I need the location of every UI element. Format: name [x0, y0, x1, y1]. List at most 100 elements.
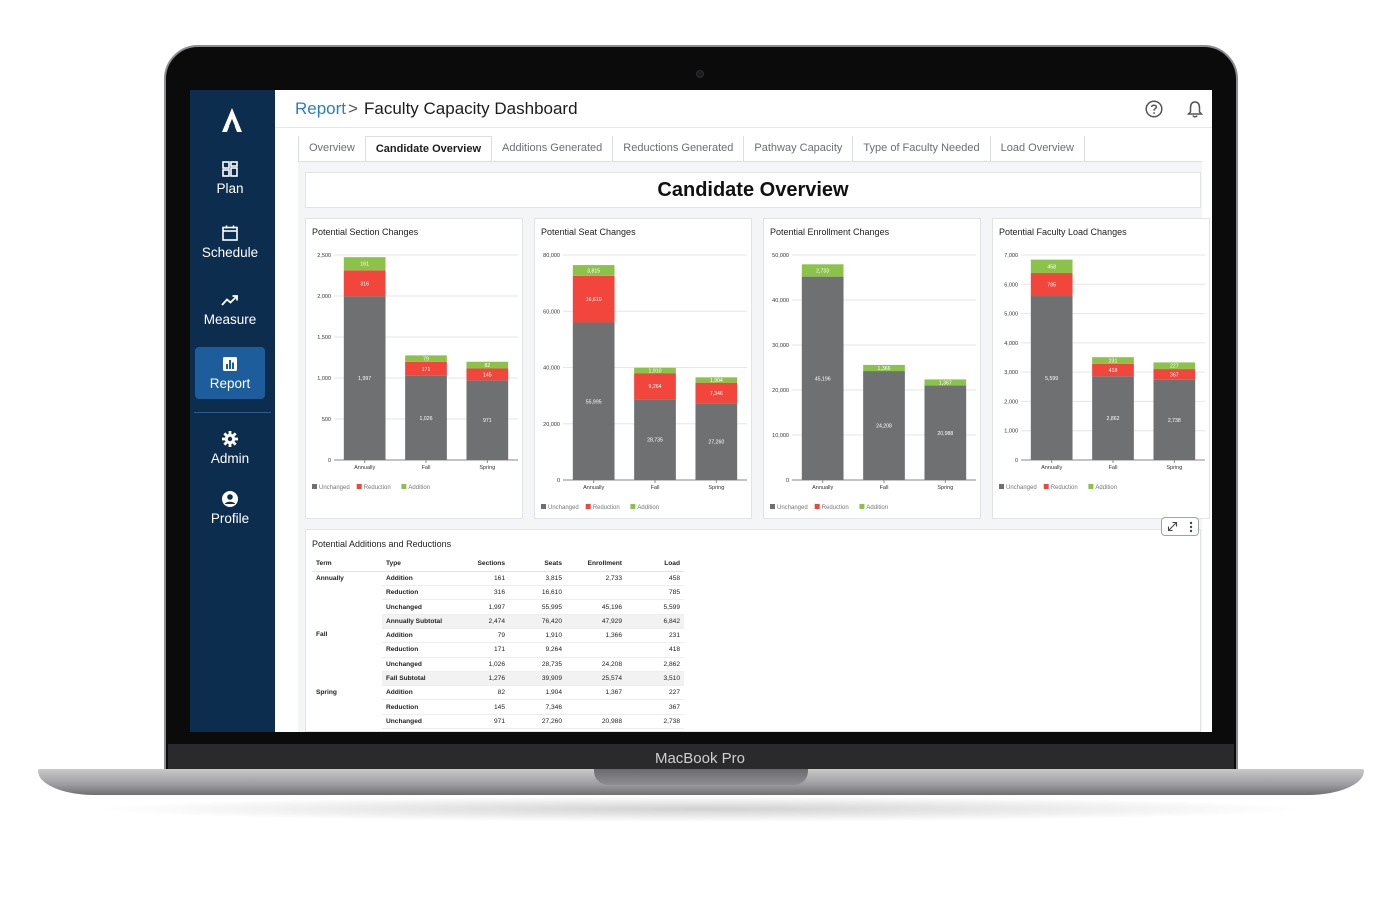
legend-label: Reduction — [364, 485, 391, 491]
legend-label: Reduction — [822, 505, 849, 511]
cell-type: Reduction — [382, 642, 452, 658]
bar-segment-addition — [572, 265, 615, 276]
column-header-load[interactable]: Load — [626, 557, 684, 572]
top-bar: Report > Faculty Capacity Dashboard — [275, 90, 1212, 128]
cell-enrollment — [566, 699, 626, 715]
bar-segment-reduction — [695, 382, 738, 404]
column-header-enrollment[interactable]: Enrollment — [566, 557, 626, 572]
sidebar-item-profile[interactable]: Profile — [195, 482, 265, 534]
cell-type: Reduction — [382, 585, 452, 601]
cell-term — [312, 671, 382, 686]
breadcrumb-report-link[interactable]: Report — [295, 99, 347, 118]
legend-label: Reduction — [593, 505, 620, 511]
data-label: 2,733 — [816, 268, 829, 274]
section-title: Candidate Overview — [305, 172, 1201, 208]
cell-enrollment — [566, 585, 626, 601]
data-label: 3,815 — [587, 268, 600, 274]
tab-reductions-generated[interactable]: Reductions Generated — [612, 136, 743, 162]
table-card: Potential Additions and Reductions Term … — [305, 529, 1201, 732]
legend-swatch — [859, 504, 865, 509]
y-tick-label: 4,000 — [1004, 341, 1018, 347]
bar-segment-reduction — [572, 275, 615, 323]
legend-label: Unchanged — [548, 505, 579, 511]
dashboard-grid-icon — [222, 161, 238, 177]
cell-sections: 161 — [452, 571, 509, 587]
data-label: 20,988 — [937, 431, 953, 437]
tab-overview[interactable]: Overview — [298, 136, 365, 162]
cell-type: Unchanged — [382, 657, 452, 672]
cell-load: 785 — [626, 585, 684, 601]
legend-swatch — [312, 484, 317, 489]
seat-changes-chart: 0 20,000 40,000 60,000 80,000 Annually 55,995 1… — [541, 253, 747, 511]
table-row: Unchanged 1,997 55,995 45,196 5,599 — [312, 599, 684, 615]
legend-swatch — [770, 504, 775, 509]
x-tick-label: Fall — [1109, 465, 1118, 471]
column-header-seats[interactable]: Seats — [509, 557, 566, 572]
table-row: Reduction 145 7,346 367 — [312, 699, 684, 715]
cell-seats: 7,346 — [509, 699, 566, 715]
data-label: 458 — [1047, 264, 1056, 270]
help-icon[interactable] — [1145, 100, 1163, 118]
legend-swatch — [356, 484, 362, 489]
y-tick-label: 30,000 — [772, 343, 789, 349]
bar-segment-unchanged — [572, 322, 615, 480]
device-label: MacBook Pro — [654, 750, 746, 767]
calendar-icon — [222, 225, 238, 241]
sidebar-item-report[interactable]: Report — [195, 347, 265, 399]
bar-segment-unchanged — [695, 403, 738, 480]
tab-additions-generated[interactable]: Additions Generated — [502, 142, 603, 154]
bar-segment-addition — [924, 379, 967, 386]
tab-pathway-capacity[interactable]: Pathway Capacity — [743, 136, 852, 162]
bar-segment-unchanged — [924, 385, 967, 480]
column-header-sections[interactable]: Sections — [452, 557, 509, 572]
data-label: 1,026 — [420, 416, 433, 422]
x-tick-label: Annually — [1041, 465, 1062, 471]
y-tick-label: 6,000 — [1004, 282, 1018, 288]
column-header-type[interactable]: Type — [382, 557, 452, 572]
y-tick-label: 2,000 — [1004, 399, 1018, 405]
tab-load-overview[interactable]: Load Overview — [989, 136, 1085, 162]
faculty-load-changes-chart: 0 1,000 2,000 3,000 4,000 5,000 6,000 7,000 Annu… — [999, 253, 1205, 491]
bar-segment-unchanged — [1030, 296, 1073, 460]
chart-title: Potential Faculty Load Changes — [999, 227, 1127, 237]
sidebar-item-schedule[interactable]: Schedule — [195, 216, 265, 268]
data-label: 28,735 — [647, 438, 663, 444]
legend-label: Addition — [866, 505, 888, 511]
tab-candidate-overview[interactable]: Candidate Overview — [364, 136, 492, 162]
y-tick-label: 500 — [322, 417, 331, 423]
legend-label: Addition — [637, 505, 659, 511]
x-tick-label: Fall — [422, 465, 431, 471]
cell-seats: 16,610 — [509, 585, 566, 601]
bar-segment-addition — [801, 264, 844, 277]
bar-segment-addition — [1153, 362, 1196, 370]
cell-sections: 1,276 — [452, 671, 509, 687]
bar-chart-icon — [223, 357, 237, 371]
legend-swatch — [401, 484, 407, 489]
cell-seats: 1,910 — [509, 628, 566, 644]
tab-type-of-faculty-needed[interactable]: Type of Faculty Needed — [852, 136, 989, 162]
expand-icon[interactable] — [1167, 521, 1178, 532]
cell-seats: 9,264 — [509, 642, 566, 658]
cell-term — [312, 600, 382, 614]
legend-swatch — [999, 484, 1004, 489]
sidebar-item-admin[interactable]: Admin — [195, 422, 265, 474]
sidebar-item-plan[interactable]: Plan — [195, 152, 265, 204]
legend-swatch — [1088, 484, 1094, 489]
data-label: 5,599 — [1045, 376, 1058, 382]
cell-load: 5,599 — [626, 599, 684, 615]
widget-controls[interactable] — [1161, 517, 1199, 536]
cell-term — [312, 643, 382, 657]
data-label: 82 — [484, 363, 490, 369]
data-label: 227 — [1170, 364, 1179, 370]
cell-seats: 76,420 — [509, 614, 566, 629]
chart-title: Potential Seat Changes — [541, 227, 636, 237]
bell-icon[interactable] — [1187, 100, 1203, 118]
sidebar-item-measure[interactable]: Measure — [195, 283, 265, 335]
table-body: Annually Addition 161 3,815 2,733 458 Reductio… — [312, 571, 684, 730]
cell-sections: 82 — [452, 685, 509, 701]
y-tick-label: 20,000 — [772, 388, 789, 394]
data-label: 24,208 — [876, 424, 892, 430]
table-title: Potential Additions and Reductions — [312, 539, 452, 549]
column-header-term[interactable]: Term — [312, 557, 382, 572]
more-options-icon[interactable] — [1189, 521, 1193, 533]
